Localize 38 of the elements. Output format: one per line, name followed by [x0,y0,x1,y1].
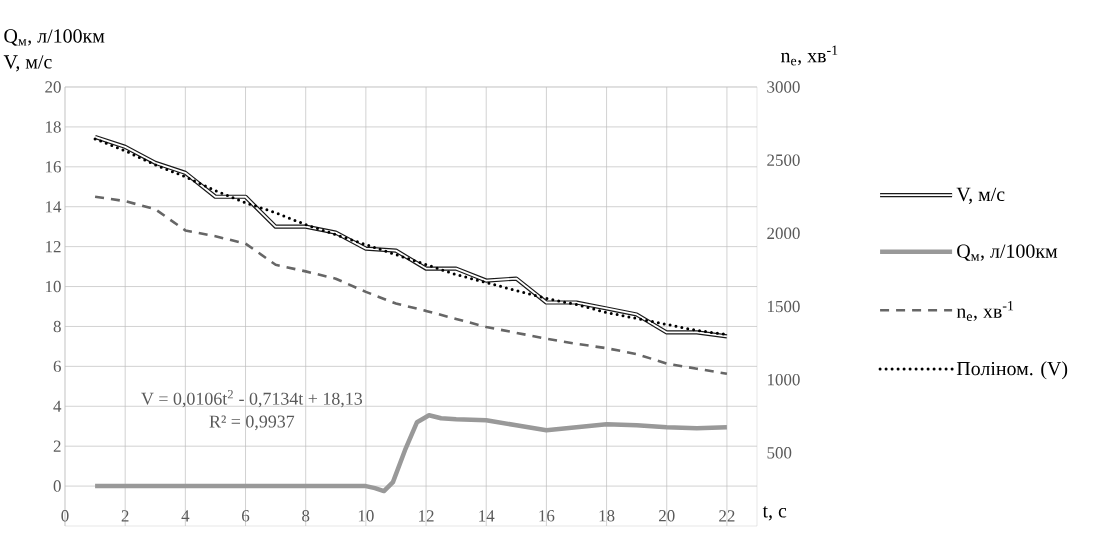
y2-axis-title: n$_{e}$, хв$^{-1}$ [780,45,838,66]
annotation: V = 0,0106t$^{2}$ - 0,7134t + 18,13 [141,390,363,408]
annotation: R² = 0,9937 [209,415,295,431]
y-tick-label: 0 [53,480,61,492]
y-tick-label: 20 [45,81,61,93]
y-tick-label: 10 [46,280,61,293]
y2-tick-label: 3000 [767,81,800,93]
y2-tick-label: 2000 [767,227,800,240]
x-tick-label: 12 [419,510,434,522]
y2-tick-label: 500 [767,447,792,459]
y-tick-label: 8 [53,320,61,333]
legend-label: Поліном. (V) [956,361,1068,380]
y-tick-label: 12 [46,241,61,253]
x-tick-label: 22 [719,510,735,522]
x-tick-label: 14 [479,510,495,522]
x-tick-label: 2 [121,510,129,522]
y2-tick-label: 2500 [767,154,800,166]
x-tick-label: 20 [659,510,675,522]
x-tick-label: 10 [358,510,374,522]
x-axis-title: t, с [762,506,787,521]
legend-label: n$_{e}$, хв$^{-1}$ [956,301,1014,322]
legend-label: V, м/с [956,187,1005,204]
legend-label: Q$_{м}$, л/100км [957,244,1058,261]
y-tick-label: 2 [53,440,61,452]
x-tick-label: 4 [181,510,190,522]
x-tick-label: 16 [539,510,555,522]
y-axis-title: Q$_{м}$, л/100км V, м/с [3,29,105,72]
y2-tick-label: 1000 [768,373,800,386]
x-tick-label: 8 [302,510,310,522]
y-tick-label: 18 [46,121,61,133]
y-tick-label: 14 [46,201,62,213]
y-tick-label: 6 [53,360,61,373]
line-series [93,195,729,376]
y2-tick-label: 1500 [768,300,800,313]
x-tick-label: 6 [242,510,250,522]
x-tick-label: 18 [599,510,615,522]
y-tick-label: 4 [53,400,62,412]
y-tick-label: 16 [46,161,61,173]
